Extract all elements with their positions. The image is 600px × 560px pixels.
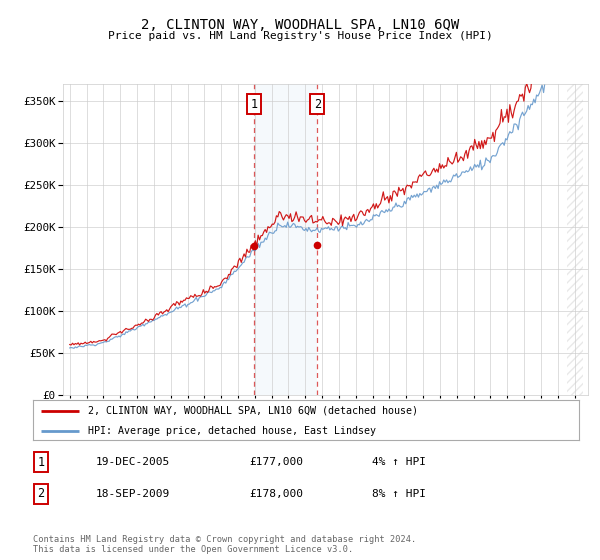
Text: Price paid vs. HM Land Registry's House Price Index (HPI): Price paid vs. HM Land Registry's House … [107,31,493,41]
Text: 1: 1 [37,455,44,469]
Text: 2: 2 [314,97,321,111]
Bar [568,84,583,395]
Text: HPI: Average price, detached house, East Lindsey: HPI: Average price, detached house, East… [88,426,376,436]
Text: 19-DEC-2005: 19-DEC-2005 [96,457,170,467]
Text: 4% ↑ HPI: 4% ↑ HPI [372,457,426,467]
Text: 2: 2 [37,487,44,501]
Text: 1: 1 [251,97,257,111]
Text: Contains HM Land Registry data © Crown copyright and database right 2024.
This d: Contains HM Land Registry data © Crown c… [33,535,416,554]
Text: £177,000: £177,000 [249,457,303,467]
Text: 18-SEP-2009: 18-SEP-2009 [96,489,170,499]
Bar [254,84,317,395]
Text: 2, CLINTON WAY, WOODHALL SPA, LN10 6QW (detached house): 2, CLINTON WAY, WOODHALL SPA, LN10 6QW (… [88,406,418,416]
Text: £178,000: £178,000 [249,489,303,499]
Text: 8% ↑ HPI: 8% ↑ HPI [372,489,426,499]
Text: 2, CLINTON WAY, WOODHALL SPA, LN10 6QW: 2, CLINTON WAY, WOODHALL SPA, LN10 6QW [141,18,459,32]
